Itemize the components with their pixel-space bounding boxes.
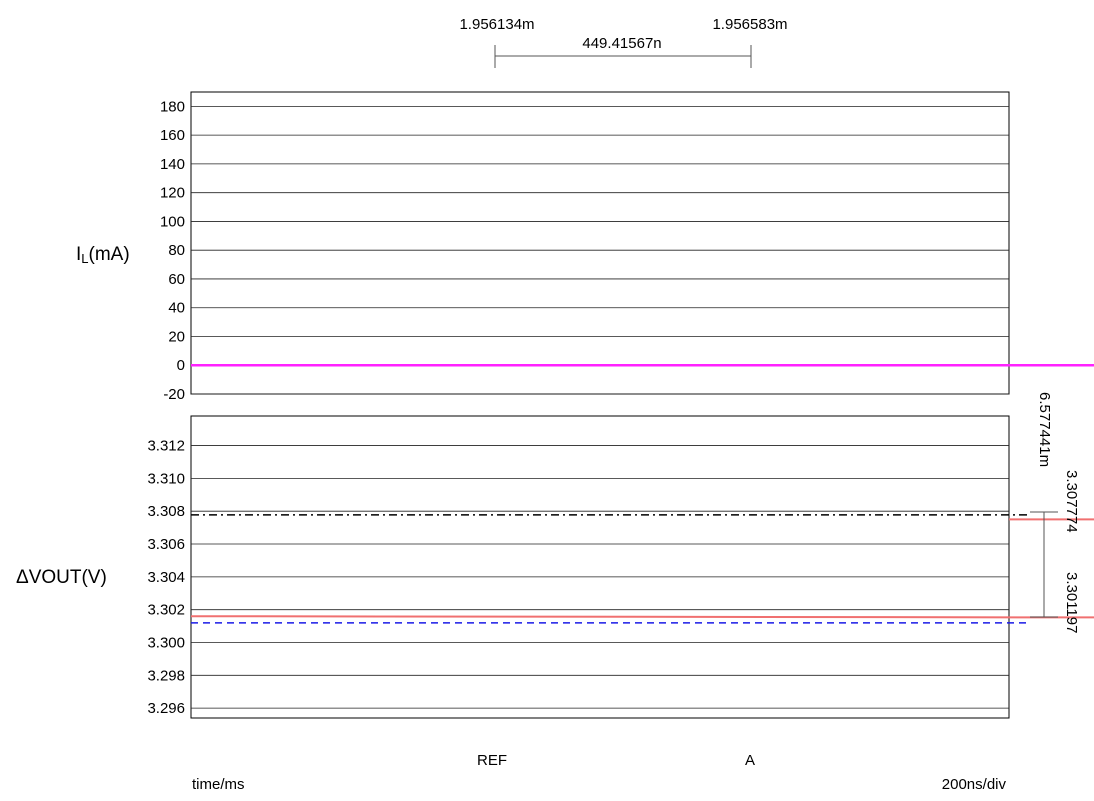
current-panel: 180 160 140 120 100 80 60 40 20 0 -20 IL(mA) [76, 91, 1094, 403]
y-tick-label: 3.302 [147, 602, 185, 619]
y-tick-label: -20 [163, 386, 185, 403]
y-tick-label: 3.300 [147, 635, 185, 652]
y-tick-label: 100 [160, 213, 185, 230]
ref-cursor-value: 3.301197 [1063, 572, 1080, 633]
x-axis-unit-label: time/ms [192, 776, 245, 793]
voltage-y-label: ΔVOUT(V) [16, 567, 107, 588]
y-tick-label: 160 [160, 127, 185, 144]
delta-time: 449.41567n [582, 35, 661, 52]
y-tick-label: 3.310 [147, 470, 185, 487]
delta-value: 6.577441m [1036, 392, 1053, 467]
y-tick-label: 3.304 [147, 569, 185, 586]
cursor-lines [191, 514, 1030, 624]
voltage-panel: 3.312 3.310 3.308 3.306 3.304 3.302 3.300 3.298… [16, 415, 1094, 719]
ref-cursor-time: 1.956134m [459, 16, 534, 33]
voltage-y-ticks: 3.312 3.310 3.308 3.306 3.304 3.302 3.300 3.298… [147, 438, 185, 718]
y-tick-label: 60 [168, 271, 185, 288]
y-tick-label: 80 [168, 242, 185, 259]
y-tick-label: 3.308 [147, 503, 185, 520]
x-div-label: 200ns/div [942, 776, 1007, 793]
a-cursor-value: 3.307774 [1063, 470, 1080, 533]
delta-time-bracket [494, 45, 752, 68]
y-tick-label: 3.312 [147, 438, 185, 455]
y-tick-label: 0 [177, 357, 185, 374]
delta-value-bracket [1030, 511, 1058, 618]
cursor-readout: 1.956134m 1.956583m 449.41567n [459, 16, 788, 68]
current-y-label-unit: (mA) [89, 244, 130, 265]
y-tick-label: 140 [160, 156, 185, 173]
a-cursor-time: 1.956583m [712, 16, 787, 33]
y-tick-label: 3.298 [147, 667, 185, 684]
y-tick-label: 3.306 [147, 536, 185, 553]
a-cursor-label: A [745, 752, 755, 769]
current-y-label: IL(mA) [76, 244, 130, 266]
y-tick-label: 120 [160, 185, 185, 202]
current-y-label-main: I [76, 244, 81, 265]
voltage-plot-frame [190, 415, 1010, 719]
y-tick-label: 20 [168, 328, 185, 345]
current-y-label-sub: L [81, 251, 88, 266]
ref-cursor-label: REF [477, 752, 507, 769]
y-tick-label: 3.296 [147, 700, 185, 717]
current-y-ticks: 180 160 140 120 100 80 60 40 20 0 -20 [160, 98, 185, 403]
y-tick-label: 180 [160, 98, 185, 115]
y-tick-label: 40 [168, 300, 185, 317]
voltage-grid [191, 445, 1009, 709]
current-plot-frame [190, 91, 1010, 395]
